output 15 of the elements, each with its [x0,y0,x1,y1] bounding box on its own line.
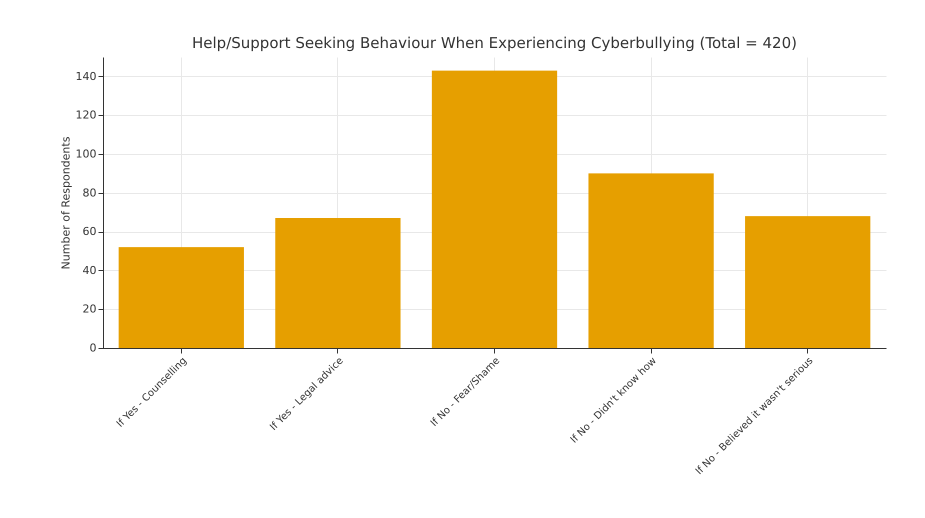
bar [118,247,244,348]
y-tick-label: 80 [82,186,96,200]
y-tick-label: 100 [76,148,96,160]
y-tick-label: 140 [76,70,96,83]
bar [745,216,870,348]
y-tick-label: 40 [82,264,96,277]
bar [275,218,401,348]
y-axis-title: Number of Respondents [60,136,73,270]
bar [588,173,714,348]
y-tick-label: 20 [82,302,96,316]
y-tick-label: 60 [82,225,96,238]
bar [432,70,558,348]
y-tick-label: 0 [90,342,96,354]
y-tick-label: 120 [76,108,96,122]
chart-title: Help/Support Seeking Behaviour When Experiencing Cyberbullying (Total = 420) [192,34,797,52]
